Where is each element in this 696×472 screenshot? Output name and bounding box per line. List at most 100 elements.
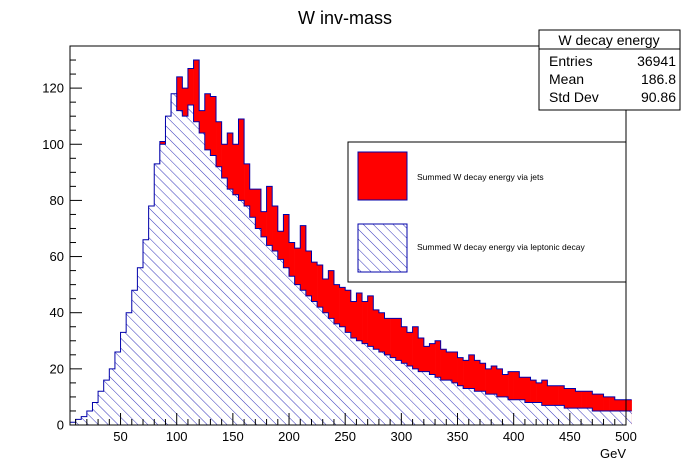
bar xyxy=(260,236,267,425)
bar xyxy=(137,267,144,425)
bar xyxy=(277,259,284,425)
bar xyxy=(114,352,121,425)
x-tick-label: 150 xyxy=(222,429,244,444)
bar xyxy=(165,116,172,426)
y-tick-label: 60 xyxy=(50,249,64,264)
bar xyxy=(289,276,295,425)
bar xyxy=(524,377,531,425)
bar xyxy=(468,388,475,425)
bar xyxy=(569,388,576,425)
x-tick-label: 100 xyxy=(166,429,188,444)
legend-label-leptonic: Summed W decay energy via leptonic decay xyxy=(417,242,585,252)
bar xyxy=(92,402,99,425)
bar xyxy=(496,396,503,425)
bar xyxy=(86,410,93,425)
bar xyxy=(272,250,279,425)
bar xyxy=(367,346,374,425)
bar xyxy=(401,363,408,425)
bar xyxy=(384,354,391,425)
bar xyxy=(429,374,436,425)
bar xyxy=(474,391,481,425)
bar xyxy=(333,323,340,425)
bar xyxy=(238,200,245,425)
stats-entries-label: Entries xyxy=(549,53,593,69)
x-tick-label: 400 xyxy=(503,429,525,444)
bar xyxy=(154,163,161,425)
bar xyxy=(126,312,133,425)
bar xyxy=(446,380,453,425)
y-tick-label: 0 xyxy=(57,418,64,433)
bar xyxy=(524,402,531,425)
bar xyxy=(530,402,537,425)
bar xyxy=(597,410,604,425)
bar xyxy=(70,422,76,425)
stats-title: W decay energy xyxy=(558,32,659,48)
x-tick-label: 500 xyxy=(615,429,637,444)
bar xyxy=(103,380,110,425)
bar xyxy=(592,394,599,425)
bar xyxy=(356,340,363,425)
bar xyxy=(171,93,178,426)
bar xyxy=(609,410,616,425)
legend-swatch-jets xyxy=(357,151,408,201)
stats-stddev-value: 90.86 xyxy=(641,89,676,105)
x-tick-label: 200 xyxy=(278,429,300,444)
bar xyxy=(575,408,582,425)
bar xyxy=(597,394,604,425)
bar xyxy=(204,149,211,425)
bar xyxy=(210,155,217,425)
bar xyxy=(620,410,627,425)
chart-title: W inv-mass xyxy=(298,8,392,28)
bar xyxy=(373,349,380,425)
stats-entries-value: 36941 xyxy=(637,53,676,69)
bar xyxy=(216,166,222,426)
bar xyxy=(440,380,447,425)
x-axis-ticks: 50 100 150 200 250 300 350 400 450 500 xyxy=(75,413,637,444)
bar xyxy=(317,307,324,425)
bar xyxy=(221,177,228,425)
bar xyxy=(378,352,385,425)
bar xyxy=(569,408,576,425)
y-tick-label: 80 xyxy=(50,193,64,208)
bar xyxy=(131,290,138,425)
bar xyxy=(249,217,256,425)
bar xyxy=(513,371,520,425)
bar xyxy=(300,290,307,425)
x-tick-label: 50 xyxy=(113,429,127,444)
bar xyxy=(176,110,183,425)
x-axis-label: GeV xyxy=(600,446,626,461)
bar xyxy=(120,332,127,425)
y-tick-label: 20 xyxy=(50,361,64,376)
series-outline xyxy=(70,59,632,426)
bar xyxy=(81,416,88,425)
bar xyxy=(283,267,290,425)
bar xyxy=(328,318,335,425)
bar xyxy=(581,408,587,425)
bar xyxy=(508,399,514,425)
bar xyxy=(255,228,262,425)
x-tick-label: 250 xyxy=(334,429,356,444)
bar xyxy=(541,380,548,425)
stats-stddev-label: Std Dev xyxy=(549,89,599,105)
bar xyxy=(614,410,621,425)
bar xyxy=(322,312,329,425)
y-axis-ticks: 0 20 40 60 80 100 120 xyxy=(42,45,82,433)
y-tick-label: 120 xyxy=(42,81,64,96)
x-tick-label: 300 xyxy=(391,429,413,444)
bar xyxy=(547,405,554,425)
bar xyxy=(395,360,402,425)
bar xyxy=(564,408,571,425)
series-outline xyxy=(69,93,632,425)
bar xyxy=(406,366,413,425)
bar xyxy=(435,377,441,425)
bar xyxy=(311,301,318,425)
bar xyxy=(193,121,200,426)
bar xyxy=(586,408,593,425)
bar xyxy=(143,239,149,425)
bar xyxy=(159,144,166,425)
y-tick-label: 100 xyxy=(42,137,64,152)
bar xyxy=(75,419,82,425)
bar xyxy=(305,295,312,425)
bar xyxy=(199,133,206,425)
bar xyxy=(592,410,599,425)
